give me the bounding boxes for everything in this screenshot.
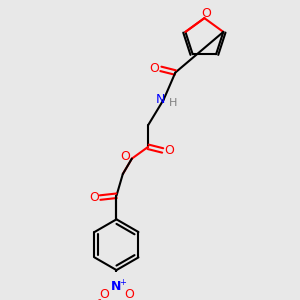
- Text: O: O: [201, 7, 211, 20]
- Text: O: O: [124, 288, 134, 300]
- Text: +: +: [119, 278, 126, 287]
- Text: N: N: [111, 280, 122, 293]
- Text: O: O: [121, 150, 130, 163]
- Text: O: O: [99, 288, 109, 300]
- Text: O: O: [150, 62, 160, 75]
- Text: -: -: [98, 294, 101, 300]
- Text: O: O: [164, 144, 174, 157]
- Text: N: N: [155, 93, 165, 106]
- Text: O: O: [89, 191, 99, 204]
- Text: H: H: [169, 98, 177, 108]
